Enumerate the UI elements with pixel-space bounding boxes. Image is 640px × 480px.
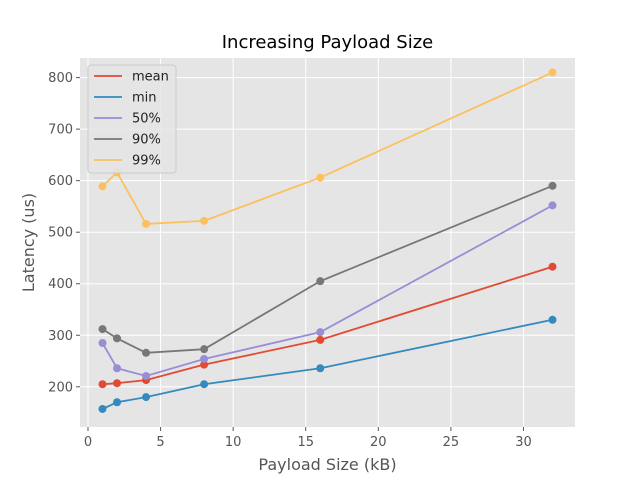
data-point xyxy=(548,315,557,324)
legend-label: 90% xyxy=(132,133,161,148)
data-point xyxy=(548,68,557,77)
y-tick-label: 300 xyxy=(48,329,73,344)
x-axis-label: Payload Size (kB) xyxy=(258,455,396,474)
data-point xyxy=(142,371,151,380)
data-point xyxy=(113,398,122,407)
data-point xyxy=(548,181,557,190)
y-tick-label: 400 xyxy=(48,277,73,292)
series-line xyxy=(101,204,553,377)
data-point xyxy=(113,364,122,373)
data-point xyxy=(200,380,209,389)
legend-label: 99% xyxy=(132,154,161,169)
y-tick-label: 500 xyxy=(48,226,73,241)
y-tick-label: 800 xyxy=(48,71,73,86)
y-axis-label: Latency (us) xyxy=(19,193,38,292)
data-point xyxy=(113,379,122,388)
data-point xyxy=(316,335,325,344)
data-point xyxy=(142,348,151,357)
series-90% xyxy=(98,181,557,357)
chart-title: Increasing Payload Size xyxy=(222,32,434,53)
series-50% xyxy=(98,201,557,380)
data-point xyxy=(316,277,325,286)
data-point xyxy=(316,173,325,182)
data-point xyxy=(548,262,557,271)
data-point xyxy=(142,393,151,402)
y-tick-label: 600 xyxy=(48,174,73,189)
x-axis-ticks: 0 5 10 15 20 25 30 xyxy=(84,427,532,450)
x-tick-label: 0 xyxy=(84,435,92,450)
data-point xyxy=(548,201,557,210)
series-mean xyxy=(98,262,557,389)
legend-label: 50% xyxy=(132,112,161,127)
data-point xyxy=(98,182,107,191)
data-point xyxy=(142,219,151,228)
data-point xyxy=(98,404,107,413)
grid-lines xyxy=(80,58,575,427)
x-tick-label: 25 xyxy=(443,435,460,450)
data-point xyxy=(98,325,107,334)
legend: mean min 50% 90% 99% xyxy=(87,64,177,174)
data-point xyxy=(200,354,209,363)
data-point xyxy=(316,364,325,373)
series-99% xyxy=(98,68,557,228)
data-point xyxy=(200,360,209,369)
data-point xyxy=(200,345,209,354)
data-point xyxy=(200,216,209,225)
y-tick-label: 200 xyxy=(48,380,73,395)
x-tick-label: 15 xyxy=(297,435,314,450)
y-axis-ticks: 200 300 400 500 600 700 800 xyxy=(48,71,80,395)
data-point xyxy=(98,380,107,389)
legend-box xyxy=(87,64,177,174)
legend-label: mean xyxy=(132,70,169,85)
legend-label: min xyxy=(132,91,157,106)
data-point xyxy=(113,334,122,343)
x-tick-label: 30 xyxy=(515,435,532,450)
data-point xyxy=(98,338,107,347)
y-tick-label: 700 xyxy=(48,123,73,138)
data-point xyxy=(316,328,325,337)
x-tick-label: 20 xyxy=(370,435,387,450)
x-tick-label: 10 xyxy=(225,435,242,450)
series-min xyxy=(98,315,557,413)
x-tick-label: 5 xyxy=(156,435,164,450)
data-series xyxy=(98,68,557,413)
